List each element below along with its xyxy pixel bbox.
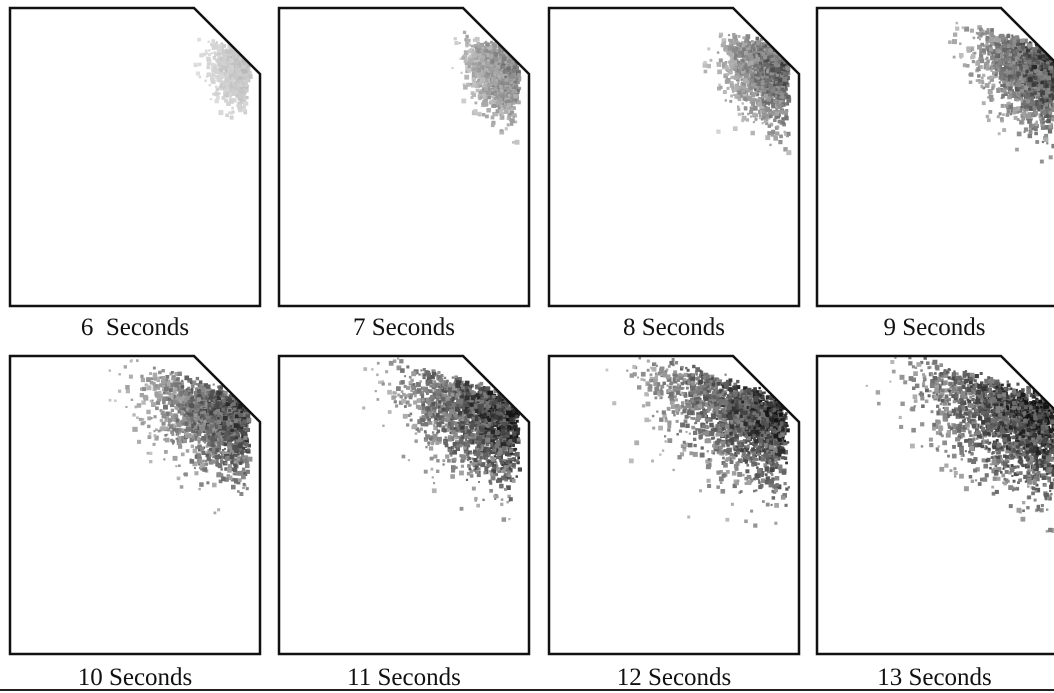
bottom-rule xyxy=(0,689,1054,691)
snapshot-panel-11s xyxy=(277,354,531,656)
snapshot-panel-10s xyxy=(8,354,262,656)
smoke-blob xyxy=(108,359,253,515)
panel-outline xyxy=(277,6,531,308)
caption-9s: 9 Seconds xyxy=(883,314,986,341)
snapshot-panel-7s xyxy=(277,6,531,308)
smoke-blob xyxy=(362,357,522,522)
caption-7s: 7 Seconds xyxy=(352,314,456,341)
caption-8s: 8 Seconds xyxy=(622,314,726,341)
panel-outline xyxy=(277,354,531,656)
smoke-blob xyxy=(702,32,792,156)
caption-11s: 11 Seconds xyxy=(347,664,461,691)
smoke-blob xyxy=(193,37,253,120)
smoke-blob xyxy=(948,21,1054,164)
caption-12s: 12 Seconds xyxy=(616,664,732,691)
panel-outline xyxy=(815,6,1054,308)
snapshot-panel-9s xyxy=(815,6,1054,308)
caption-10s: 10 Seconds xyxy=(77,664,193,691)
panel-outline xyxy=(815,354,1054,656)
smoke-blob xyxy=(451,30,522,145)
smoke-blob xyxy=(865,356,1054,533)
snapshot-panel-6s xyxy=(8,6,262,308)
panel-outline xyxy=(547,354,801,656)
panel-outline xyxy=(8,6,262,308)
caption-13s: 13 Seconds xyxy=(877,664,992,691)
snapshot-panel-13s xyxy=(815,354,1054,656)
caption-6s: 6 Seconds xyxy=(80,314,190,341)
snapshot-panel-8s xyxy=(547,6,801,308)
panel-outline xyxy=(8,354,262,656)
panel-outline xyxy=(547,6,801,308)
smoke-blob xyxy=(605,356,792,528)
snapshot-panel-12s xyxy=(547,354,801,656)
